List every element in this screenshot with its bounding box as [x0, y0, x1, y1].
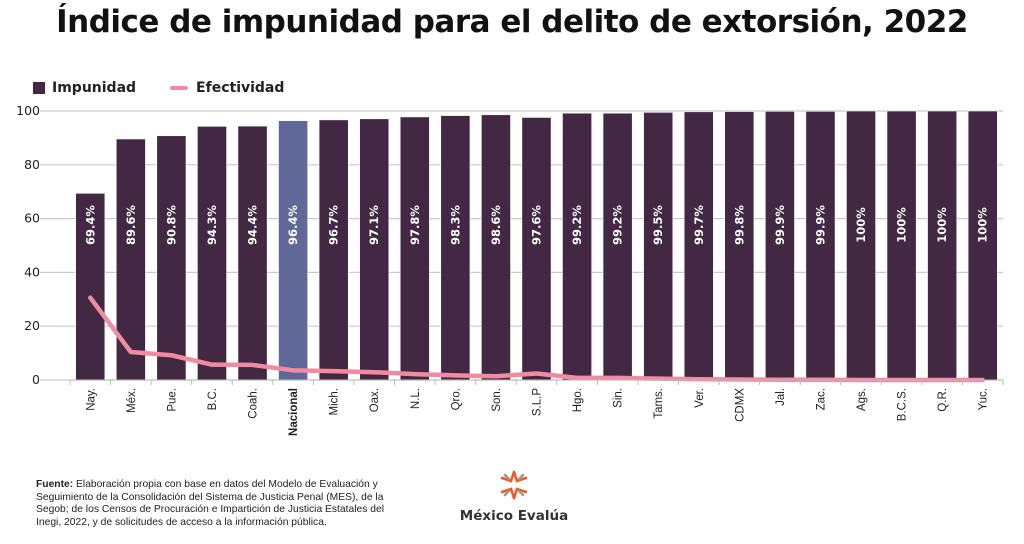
bar — [399, 116, 430, 381]
y-tick-label: 0 — [32, 372, 40, 387]
x-tick-label: Qro. — [450, 388, 462, 410]
chart-title: Índice de impunidad para el delito de ex… — [56, 4, 968, 40]
x-tick-label: Yuc. — [978, 388, 990, 410]
bar — [197, 126, 227, 381]
bar — [846, 110, 876, 381]
x-tick-label: Pue. — [166, 388, 178, 412]
bar-value-label: 99.2% — [570, 205, 584, 245]
x-tick-label: Hgo. — [572, 388, 584, 412]
x-tick-label: Son. — [491, 388, 503, 412]
bar-value-label: 96.7% — [327, 205, 341, 245]
x-tick-label: Q.R. — [937, 388, 949, 412]
logo-text: México Evalúa — [459, 508, 569, 524]
source-note: Fuente: Elaboración propia con base en d… — [36, 479, 396, 529]
bar-value-label: 99.2% — [611, 205, 625, 245]
x-tick-label: B.C. — [207, 388, 219, 410]
x-tick-label: Nay. — [85, 388, 97, 411]
bar-value-label: 94.4% — [246, 205, 260, 245]
bar-value-label: 94.3% — [205, 205, 219, 245]
x-tick-label: Sin. — [613, 388, 625, 408]
source-text: Elaboración propia con base en datos del… — [36, 479, 384, 528]
y-tick-label: 60 — [24, 211, 40, 226]
bar-value-label: 99.8% — [732, 205, 746, 245]
x-tick-label: Coah. — [248, 388, 260, 419]
bar — [156, 135, 187, 381]
x-tick-label: Nacional — [288, 388, 300, 436]
x-tick-label: N.L. — [410, 388, 422, 409]
x-tick-label: CDMX — [734, 388, 746, 422]
bar-value-label: 99.5% — [651, 205, 665, 245]
bar-value-label: 99.9% — [813, 205, 827, 245]
bar — [602, 112, 633, 381]
bar — [724, 111, 755, 381]
bar-value-label: 90.8% — [164, 205, 178, 245]
bar-value-label: 100% — [976, 207, 990, 243]
x-axis: Nay. Méx. Pue. B.C. Coah. Nacional Mich. Oax. N.… — [69, 379, 1004, 436]
bar — [927, 110, 958, 381]
y-tick-label: 20 — [24, 318, 40, 333]
bar-value-label: 98.6% — [489, 205, 503, 245]
x-tick-label: Mich. — [329, 388, 341, 415]
legend-bar-swatch — [33, 82, 45, 94]
bar — [643, 112, 674, 381]
legend-label-efectividad: Efectividad — [196, 80, 285, 96]
x-tick-label: Ver. — [694, 388, 706, 408]
x-tick-label: Tams. — [653, 388, 665, 419]
x-tick-label: S.L.P — [532, 388, 544, 416]
bar-value-label: 69.4% — [83, 205, 97, 245]
bar — [359, 118, 390, 381]
bar — [805, 110, 836, 381]
bar-value-label: 99.7% — [692, 205, 706, 245]
bar — [278, 120, 309, 381]
bar — [521, 117, 552, 381]
y-tick-label: 40 — [24, 264, 40, 279]
x-tick-label: Jal. — [775, 388, 787, 406]
legend-item-impunidad: Impunidad — [33, 80, 136, 96]
legend: Impunidad Efectividad — [33, 80, 318, 96]
source-label: Fuente: — [36, 479, 74, 490]
bar-value-label: 98.3% — [448, 205, 462, 245]
legend-label-impunidad: Impunidad — [52, 80, 137, 96]
bar-value-label: 97.8% — [408, 205, 422, 245]
bar-value-label: 99.9% — [773, 205, 787, 245]
bar — [764, 110, 795, 381]
legend-line-swatch — [170, 86, 189, 90]
bar — [481, 114, 511, 381]
bar-value-label: 100% — [854, 207, 868, 243]
x-tick-label: Méx. — [126, 388, 138, 413]
bar-value-label: 96.4% — [286, 205, 300, 245]
bar-value-label: 100% — [935, 207, 949, 243]
bar — [75, 193, 106, 381]
bar — [562, 112, 592, 381]
y-tick-label: 100 — [16, 103, 40, 118]
bar — [237, 125, 268, 381]
bar — [967, 110, 998, 381]
x-tick-label: Oax. — [369, 388, 381, 412]
bar-value-label: 89.6% — [124, 205, 138, 245]
bar-value-label: 100% — [895, 207, 909, 243]
bar — [318, 119, 349, 381]
bar — [115, 138, 146, 381]
bar-value-label: 97.6% — [530, 205, 544, 245]
chart-plot: 0 20 40 60 80 100 69.4% 89.6% 90.8% 94.3% 94.4% 96… — [16, 103, 1004, 436]
bar-value-label: 97.1% — [367, 205, 381, 245]
y-axis: 0 20 40 60 80 100 — [16, 103, 40, 387]
bar-labels: 69.4% 89.6% 90.8% 94.3% 94.4% 96.4% 96.7% 97.1%… — [83, 205, 989, 245]
x-tick-label: Ags. — [856, 388, 868, 411]
y-tick-label: 80 — [24, 157, 40, 172]
legend-item-efectividad: Efectividad — [170, 80, 284, 96]
logo: México Evalúa — [455, 470, 573, 524]
x-tick-label: B.C.S. — [897, 388, 909, 421]
x-tick-label: Zac. — [815, 388, 827, 410]
bar — [440, 115, 471, 381]
bar — [886, 110, 917, 381]
bars — [75, 110, 998, 381]
logo-star-icon — [500, 470, 528, 500]
